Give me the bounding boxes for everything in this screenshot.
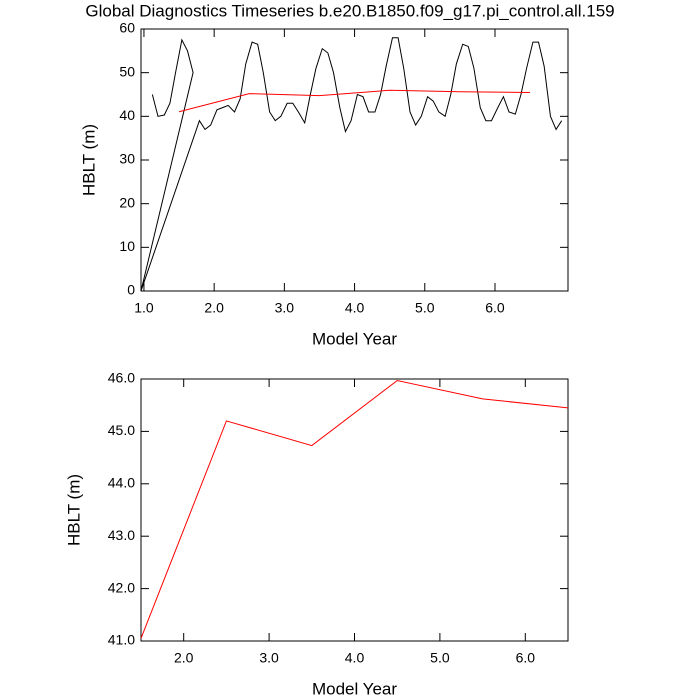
- series-line: [140, 37, 563, 292]
- plot-frame: [140, 28, 569, 292]
- x-tick-label: 3.0: [259, 650, 279, 666]
- y-tick-label: 30: [119, 151, 135, 167]
- x-axis-title: Model Year: [312, 679, 397, 698]
- y-tick-label: 10: [119, 238, 135, 254]
- y-axis-title: HBLT (m): [79, 124, 98, 196]
- x-tick-label: 5.0: [430, 650, 450, 666]
- y-tick-label: 20: [119, 194, 135, 210]
- y-tick-label: 46.0: [108, 370, 135, 386]
- series-line: [178, 89, 531, 113]
- y-tick-label: 0: [127, 282, 135, 298]
- x-tick-label: 6.0: [485, 300, 505, 316]
- y-tick-label: 42.0: [108, 579, 135, 595]
- x-axis-title: Model Year: [312, 329, 397, 348]
- y-tick-label: 50: [119, 63, 135, 79]
- y-axis-title: HBLT (m): [64, 474, 83, 546]
- plot-frame: [140, 378, 569, 642]
- x-tick-label: 6.0: [516, 650, 536, 666]
- y-tick-label: 43.0: [108, 527, 135, 543]
- series-line: [140, 380, 569, 639]
- y-tick-label: 44.0: [108, 475, 135, 491]
- x-tick-label: 2.0: [174, 650, 194, 666]
- x-tick-label: 2.0: [204, 300, 224, 316]
- chart-title: Global Diagnostics Timeseries b.e20.B185…: [85, 1, 614, 20]
- y-tick-label: 45.0: [108, 422, 135, 438]
- x-tick-label: 5.0: [415, 300, 435, 316]
- x-tick-label: 1.0: [134, 300, 154, 316]
- x-tick-label: 4.0: [345, 300, 365, 316]
- y-tick-label: 60: [119, 20, 135, 36]
- y-tick-label: 41.0: [108, 632, 135, 648]
- x-tick-label: 4.0: [345, 650, 365, 666]
- y-tick-label: 40: [119, 107, 135, 123]
- x-tick-label: 3.0: [275, 300, 295, 316]
